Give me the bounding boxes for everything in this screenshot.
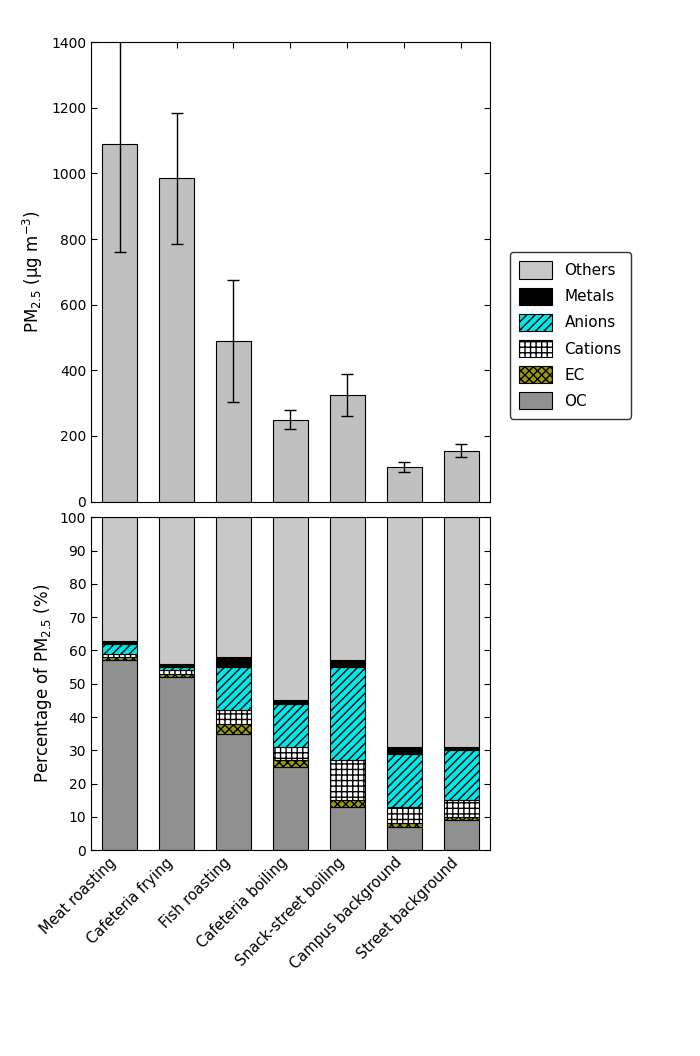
Bar [274, 747, 307, 760]
Legend: Others, Metals, Anions, Cations, EC, OC: Others, Metals, Anions, Cations, EC, OC [510, 252, 631, 418]
Bar [444, 750, 479, 800]
Bar [330, 760, 365, 800]
Bar [102, 654, 136, 657]
Bar [216, 734, 251, 850]
Bar [102, 641, 136, 644]
Bar [387, 754, 421, 807]
Bar [274, 419, 307, 502]
Bar [102, 660, 136, 850]
Bar [444, 821, 479, 850]
Bar [387, 517, 421, 747]
Bar [387, 467, 421, 502]
Bar [444, 747, 479, 750]
Bar [102, 657, 136, 660]
Bar [387, 827, 421, 850]
Y-axis label: Percentage of PM$_{2.5}$ (%): Percentage of PM$_{2.5}$ (%) [32, 584, 54, 784]
Bar [160, 178, 194, 502]
Bar [216, 723, 251, 734]
Bar [387, 807, 421, 824]
Bar [444, 517, 479, 747]
Bar [160, 674, 194, 677]
Bar [160, 671, 194, 674]
Bar [330, 660, 365, 667]
Bar [274, 767, 307, 850]
Bar [160, 667, 194, 671]
Bar [102, 644, 136, 654]
Bar [274, 700, 307, 703]
Bar [330, 667, 365, 760]
Bar [102, 144, 136, 502]
Bar [160, 517, 194, 664]
Bar [444, 800, 479, 817]
Y-axis label: PM$_{2.5}$ (μg m$^{-3}$): PM$_{2.5}$ (μg m$^{-3}$) [22, 210, 46, 334]
Bar [216, 341, 251, 502]
Bar [102, 517, 136, 641]
Bar [160, 677, 194, 850]
Bar [444, 451, 479, 502]
Bar [330, 807, 365, 850]
Bar [274, 760, 307, 767]
Bar [160, 664, 194, 667]
Bar [330, 395, 365, 502]
Bar [387, 747, 421, 754]
Bar [330, 517, 365, 660]
Bar [387, 824, 421, 827]
Bar [216, 667, 251, 711]
Bar [444, 817, 479, 821]
Bar [274, 703, 307, 747]
Bar [274, 517, 307, 700]
Bar [216, 517, 251, 657]
Bar [216, 711, 251, 723]
Bar [216, 657, 251, 667]
Bar [330, 800, 365, 807]
